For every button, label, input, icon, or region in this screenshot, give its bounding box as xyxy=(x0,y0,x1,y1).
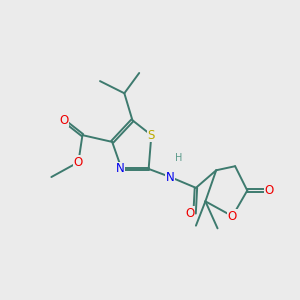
Text: O: O xyxy=(74,156,83,169)
Text: S: S xyxy=(148,129,155,142)
Text: O: O xyxy=(185,207,194,220)
Text: O: O xyxy=(59,114,68,127)
Text: N: N xyxy=(166,170,175,184)
Text: H: H xyxy=(175,153,182,163)
Text: O: O xyxy=(264,184,274,197)
Text: O: O xyxy=(228,210,237,223)
Text: N: N xyxy=(116,162,125,176)
